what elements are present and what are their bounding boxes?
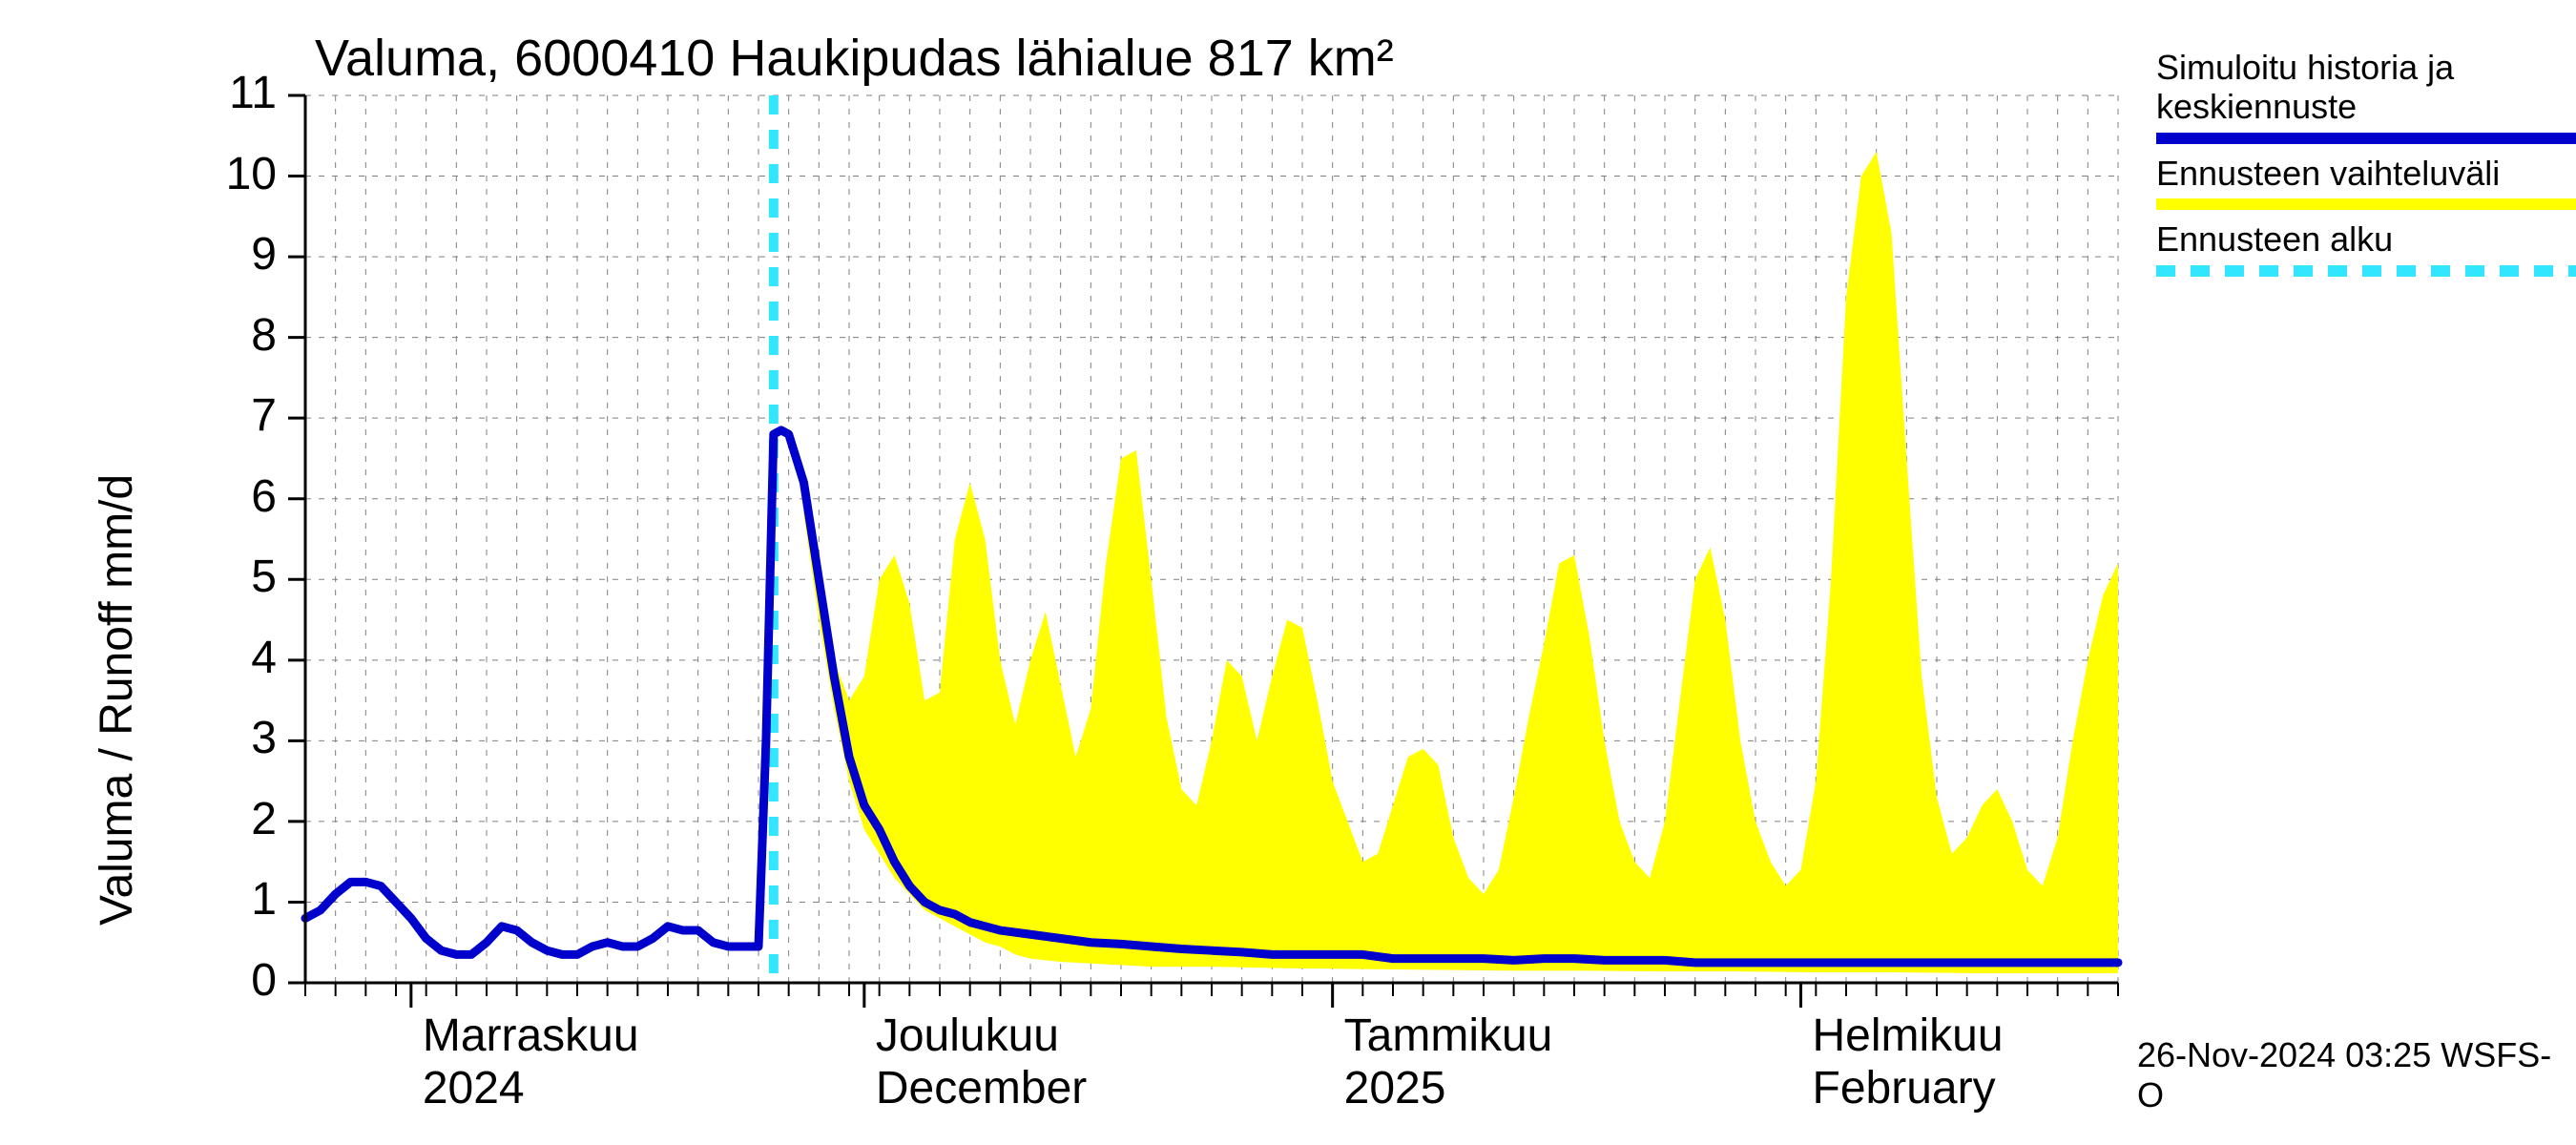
y-tick-label: 11 [191,67,277,119]
legend-entry: Ennusteen vaihteluväli [2156,154,2576,210]
y-tick-label: 5 [191,551,277,603]
legend-swatch-cyan [2156,265,2576,277]
y-axis-label: Valuma / Runoff mm/d [91,474,143,926]
x-tick-label: JoulukuuDecember [876,1010,1087,1114]
legend-entry: Ennusteen alku [2156,219,2576,276]
y-tick-label: 1 [191,873,277,926]
y-tick-label: 10 [191,148,277,200]
y-tick-label: 6 [191,470,277,523]
legend: Simuloitu historia ja keskiennuste Ennust… [2156,48,2576,286]
y-tick-label: 2 [191,793,277,845]
x-tick-label: Marraskuu2024 [423,1010,639,1114]
legend-label: Ennusteen alku [2156,219,2576,259]
forecast-range-area [804,152,2119,973]
y-tick-label: 8 [191,309,277,362]
y-tick-label: 4 [191,632,277,684]
y-tick-label: 3 [191,712,277,764]
legend-swatch-yellow [2156,198,2576,210]
footer-timestamp: 26-Nov-2024 03:25 WSFS-O [2137,1035,2576,1115]
chart-title: Valuma, 6000410 Haukipudas lähialue 817 … [315,29,1394,88]
legend-label: Ennusteen vaihteluväli [2156,154,2576,193]
legend-label: Simuloitu historia ja keskiennuste [2156,48,2576,127]
y-tick-label: 0 [191,954,277,1007]
x-tick-label: HelmikuuFebruary [1813,1010,2004,1114]
y-tick-label: 9 [191,228,277,281]
y-tick-label: 7 [191,389,277,442]
legend-entry: Simuloitu historia ja keskiennuste [2156,48,2576,144]
legend-swatch-blue [2156,133,2576,144]
x-tick-label: Tammikuu2025 [1344,1010,1553,1114]
